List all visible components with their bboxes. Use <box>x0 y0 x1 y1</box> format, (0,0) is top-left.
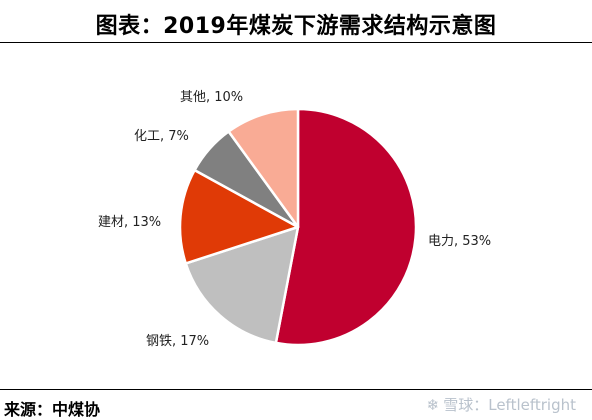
slice-label: 建材, 13% <box>98 215 161 230</box>
title-divider <box>0 42 592 43</box>
pie-slice <box>184 225 300 345</box>
slice-label: 电力, 53% <box>428 234 491 249</box>
pie-slice <box>274 107 418 347</box>
slice-label: 其他, 10% <box>180 90 243 105</box>
pie-labels: 电力, 53% 钢铁, 17% 建材, 13% 化工, 7% 其他, 10% <box>98 90 491 349</box>
chart-title: 图表：2019年煤炭下游需求结构示意图 <box>95 14 497 39</box>
footer-divider <box>0 389 592 390</box>
watermark: ❄ 雪球：Leftleftright <box>427 394 576 415</box>
pie-slice <box>227 107 300 229</box>
watermark-text: 雪球：Leftleftright <box>443 396 576 414</box>
source-note: 来源：中煤协 <box>4 400 101 419</box>
slice-label: 化工, 7% <box>134 129 189 144</box>
slice-label: 钢铁, 17% <box>146 334 209 349</box>
pie-slices <box>178 107 418 347</box>
snowball-logo-icon: ❄ <box>426 395 440 414</box>
pie-slice <box>178 168 300 265</box>
